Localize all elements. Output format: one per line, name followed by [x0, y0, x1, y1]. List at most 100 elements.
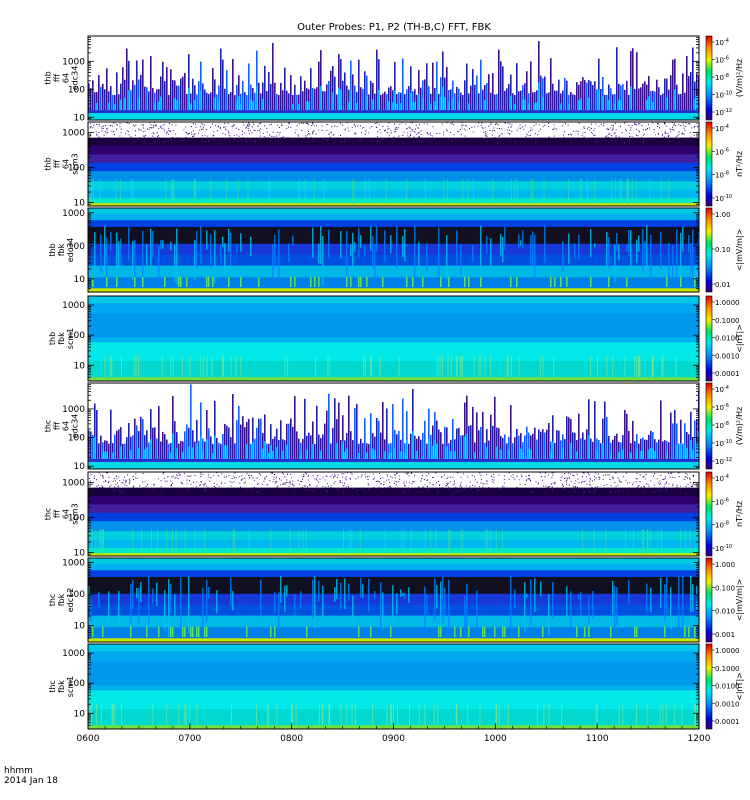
y-tick-label: 1000 [62, 57, 85, 67]
panel-frame [87, 557, 700, 643]
colorbar-tick-label: 10-8 [715, 73, 729, 82]
panel-label-line: edc34 [71, 66, 80, 91]
panel-label-line: 64 [62, 509, 71, 519]
colorbar-tick-label: 0.1000 [715, 665, 740, 673]
colorbar-tick-label: 10-4 [715, 38, 729, 47]
panel-label-line: edc34 [66, 238, 75, 263]
figure-title: Outer Probes: P1, P2 (TH-B,C) FFT, FBK [297, 22, 491, 33]
colorbar-tick-label: 0.10 [715, 246, 731, 254]
panel-label-line: thb [48, 332, 57, 345]
colorbar [705, 121, 713, 207]
y-tick-label: 10 [74, 199, 86, 209]
panel-label-line: edc12 [66, 588, 75, 613]
colorbar-unit-label: <|nT|> [735, 672, 744, 701]
y-tick-label: 100 [68, 331, 85, 341]
panel-2: 10 100 1000 thb fff 64 scm3 10-4 10-6 10-8 10-10 nT… [44, 121, 744, 209]
x-tick-label: 1200 [688, 734, 711, 744]
colorbar-tick-label: 10-10 [715, 439, 732, 448]
y-tick-label: 100 [68, 514, 85, 524]
colorbar-tick-label: 10-4 [715, 474, 729, 483]
y-tick-label: 10 [74, 361, 86, 371]
y-tick-label: 1000 [62, 209, 85, 219]
colorbar-tick-label: 10-4 [715, 124, 729, 133]
x-axis: 0600 0700 0800 0900 1000 1100 1200 [77, 723, 711, 744]
panel-label-line: thc [48, 680, 57, 693]
y-tick-label: 100 [68, 85, 85, 95]
colorbar-tick-label: 0.010 [715, 608, 735, 616]
colorbar [705, 643, 713, 730]
y-tick-label: 10 [74, 113, 86, 123]
colorbar [705, 557, 713, 643]
panel-label-line: fbk [57, 332, 66, 345]
y-tick-label: 100 [68, 164, 85, 174]
panel-label-line: thb [44, 71, 53, 84]
panel-frame [87, 295, 700, 382]
colorbar-tick-label: 0.0100 [715, 335, 740, 343]
colorbar-tick-label: 10-6 [715, 147, 729, 156]
panel-label-line: scm1 [66, 328, 75, 349]
spectrogram-2 [88, 122, 699, 206]
colorbar-unit-label: nT²/Hz [735, 151, 744, 177]
colorbar-tick-label: 10-6 [715, 403, 729, 412]
x-tick-label: 0600 [77, 734, 100, 744]
colorbar-tick-label: 10-10 [715, 544, 732, 553]
panel-1: 10 100 1000 thb fff 64 edc34 10-4 10-6 10-8 10-10 1… [44, 35, 744, 123]
colorbar-tick-label: 10-10 [715, 91, 732, 100]
colorbar-tick-label: 1.000 [715, 561, 735, 569]
panel-frame [87, 207, 700, 293]
y-tick-label: 10 [74, 549, 86, 559]
panel-label-line: thc [48, 594, 57, 607]
y-tick-label: 10 [74, 462, 86, 472]
colorbar-tick-label: 10-12 [715, 108, 732, 117]
y-tick-label: 1000 [62, 649, 85, 659]
colorbar-tick-label: 0.1000 [715, 317, 740, 325]
spectrogram-6 [88, 472, 699, 556]
colorbar-tick-label: 1.0000 [715, 647, 740, 655]
panel-label-line: fbk [57, 593, 66, 606]
panel-frame [87, 382, 700, 470]
panel-label-line: thb [48, 243, 57, 256]
panel-8: 10 100 1000 thc fbk scm1 1.0000 0.1000 0.0100 0.0… [48, 643, 744, 730]
y-tick-label: 1000 [62, 405, 85, 415]
colorbar-tick-label: 10-12 [715, 457, 732, 466]
colorbar-tick-label: 1.00 [715, 211, 731, 219]
y-tick-label: 100 [68, 434, 85, 444]
colorbar-tick-label: 10-6 [715, 56, 729, 65]
colorbar-tick-label: 1.0000 [715, 299, 740, 307]
panel-5: 10 100 1000 thc fff 64 edc34 10-4 10-6 10-8 10-10 1… [44, 382, 744, 472]
panel-label-line: scm3 [71, 153, 80, 174]
panel-label-line: 64 [62, 159, 71, 169]
colorbar-unit-label: nT²/Hz [735, 501, 744, 527]
x-tick-label: 0800 [280, 734, 303, 744]
x-tick-label: 0700 [178, 734, 201, 744]
colorbar-tick-label: 10-8 [715, 521, 729, 530]
panel-label-line: fff [53, 160, 62, 169]
panel-label-line: thb [44, 157, 53, 170]
colorbar-unit-label: <|nT|> [735, 324, 744, 353]
y-tick-label: 100 [68, 679, 85, 689]
spectrogram-4 [88, 296, 699, 381]
panel-label-line: 64 [62, 421, 71, 431]
colorbar-tick-label: 0.01 [715, 281, 731, 289]
panel-label-line: fbk [57, 680, 66, 693]
colorbar-tick-label: 0.0010 [715, 700, 740, 708]
spectrogram-8 [88, 644, 699, 729]
spectrogram-1 [88, 36, 699, 120]
spectrogram-7 [88, 558, 699, 642]
y-tick-label: 1000 [62, 301, 85, 311]
colorbar-unit-label: <|mV/m|> [735, 229, 744, 272]
y-tick-label: 10 [74, 275, 86, 285]
panel-label-line: fbk [57, 243, 66, 256]
colorbar-tick-label: 0.0100 [715, 683, 740, 691]
y-tick-label: 100 [68, 242, 85, 252]
y-tick-label: 1000 [62, 559, 85, 569]
panel-label-line: edc34 [71, 414, 80, 439]
colorbar-tick-label: 10-8 [715, 421, 729, 430]
panel-label-line: thc [44, 420, 53, 433]
x-tick-label: 1000 [484, 734, 507, 744]
colorbar-tick-label: 0.0010 [715, 352, 740, 360]
colorbar-tick-label: 10-10 [715, 194, 732, 203]
colorbar [705, 295, 713, 382]
panel-label-line: scm3 [71, 503, 80, 524]
